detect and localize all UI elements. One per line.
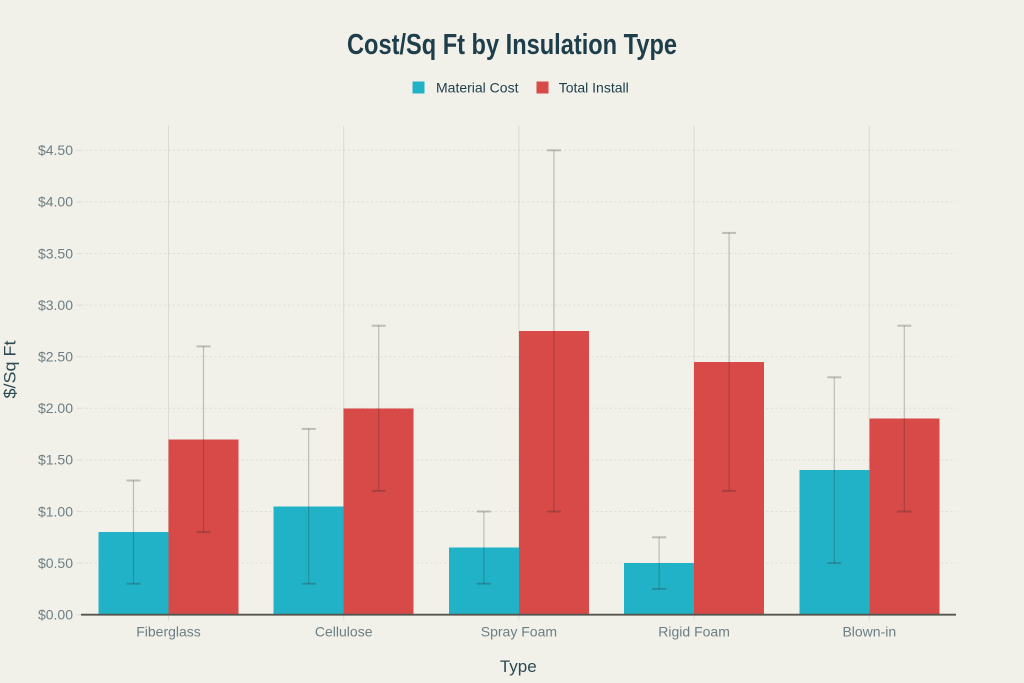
svg-text:Material Cost: Material Cost [436, 80, 519, 96]
svg-text:$4.50: $4.50 [38, 142, 73, 158]
svg-text:$0.00: $0.00 [38, 607, 73, 623]
svg-text:$2.00: $2.00 [38, 400, 73, 416]
svg-text:Cost/Sq Ft by Insulation Type: Cost/Sq Ft by Insulation Type [347, 29, 677, 61]
svg-text:$/Sq Ft: $/Sq Ft [1, 340, 20, 398]
svg-text:$2.50: $2.50 [38, 349, 73, 365]
svg-text:$0.50: $0.50 [38, 555, 73, 571]
svg-text:Type: Type [500, 657, 537, 676]
svg-text:$3.50: $3.50 [38, 245, 73, 261]
svg-text:Cellulose: Cellulose [315, 623, 373, 639]
svg-text:Total Install: Total Install [559, 80, 629, 96]
svg-text:Spray Foam: Spray Foam [481, 623, 557, 639]
svg-text:$3.00: $3.00 [38, 297, 73, 313]
svg-text:$1.00: $1.00 [38, 503, 73, 519]
svg-text:Fiberglass: Fiberglass [136, 623, 201, 639]
svg-text:Rigid Foam: Rigid Foam [658, 623, 730, 639]
svg-text:$4.00: $4.00 [38, 194, 73, 210]
svg-text:Blown-in: Blown-in [842, 623, 896, 639]
svg-text:$1.50: $1.50 [38, 452, 73, 468]
